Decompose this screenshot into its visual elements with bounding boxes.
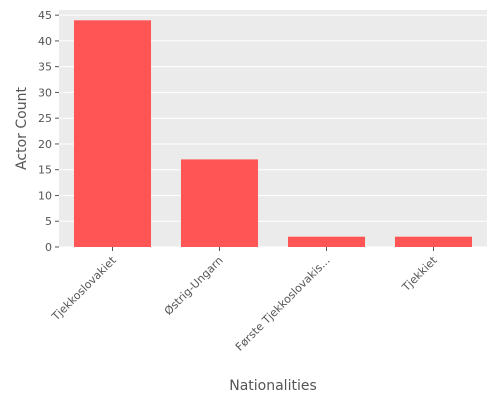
x-tick-label-1: Østrig-Ungarn — [162, 254, 226, 318]
y-tick-label-3: 15 — [38, 164, 52, 177]
y-tick-label-5: 25 — [38, 112, 52, 125]
x-tick-label-3: Tjekkiet — [399, 253, 440, 294]
x-tick-label-2: Første Tjekkoslovakis... — [233, 254, 333, 354]
y-axis-ticks: 0 5 10 15 20 25 30 35 40 45 — [38, 9, 59, 254]
y-tick-label-9: 45 — [38, 9, 52, 22]
y-axis-title: Actor Count — [14, 87, 30, 170]
bar-2 — [287, 236, 366, 247]
x-tick-label-0: Tjekkoslovakiet — [49, 253, 119, 323]
x-axis-ticks: Tjekkoslovakiet Østrig-Ungarn Første Tjekk… — [49, 247, 440, 354]
x-axis-title: Nationalities — [229, 378, 317, 394]
y-tick-label-7: 35 — [38, 61, 52, 74]
y-tick-label-6: 30 — [38, 86, 52, 99]
y-tick-label-1: 5 — [45, 215, 52, 228]
y-tick-label-0: 0 — [45, 241, 52, 254]
bar-1 — [180, 159, 259, 247]
bars — [73, 20, 473, 247]
y-tick-label-4: 20 — [38, 138, 52, 151]
y-tick-label-2: 10 — [38, 189, 52, 202]
bar-0 — [73, 20, 152, 247]
bar-3 — [394, 236, 473, 247]
y-tick-label-8: 40 — [38, 35, 52, 48]
